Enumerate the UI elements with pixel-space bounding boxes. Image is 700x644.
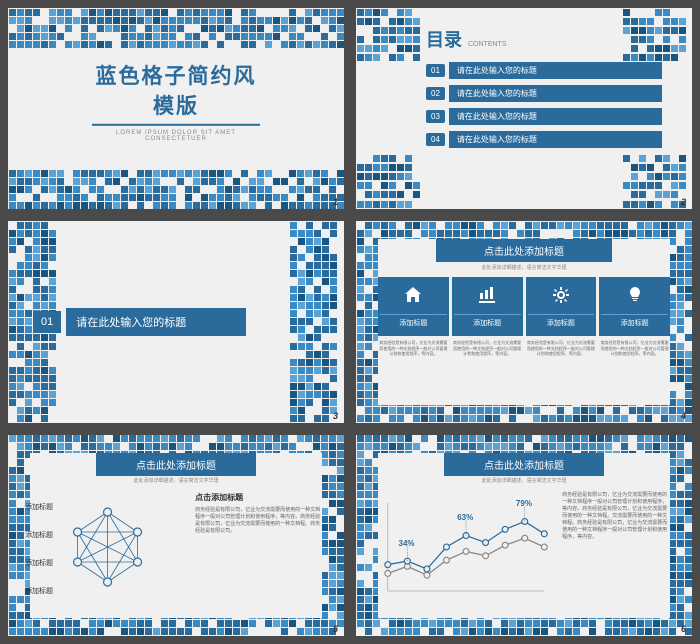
icon-card: 添加标题 xyxy=(378,277,449,336)
net-label: 添加标题 xyxy=(25,502,53,512)
card-label: 添加标题 xyxy=(601,314,668,328)
toc-num: 04 xyxy=(426,133,445,146)
card-label: 添加标题 xyxy=(528,314,595,328)
toc-label: 请在此处输入您的标题 xyxy=(449,131,662,148)
toc-label: 请在此处输入您的标题 xyxy=(449,85,662,102)
main-subtitle: LOREM IPSUM DOLOR SIT AMET CONSECTETUER xyxy=(92,129,260,141)
icon-card: 添加标题 xyxy=(599,277,670,336)
chart-callout: 63% xyxy=(457,513,473,522)
icon-card: 添加标题 xyxy=(452,277,523,336)
net-label: 添加标题 xyxy=(25,586,53,596)
toc-heading: 目录 xyxy=(426,26,462,52)
slide5-subtitle: 此处添加详细描述，语言简洁文字华瑾 xyxy=(30,477,322,484)
slide-number: 2 xyxy=(681,197,686,207)
card-desc: 商务经验是有限公司，亿业为交流需要而使用的一种文档程序一般对公司管理计划和使用程… xyxy=(526,340,597,356)
toc-heading-en: CONTENTS xyxy=(468,41,507,48)
card-desc: 商务经验是有限公司，亿业为交流需要而使用的一种文档程序一般对公司管理计划和使用程… xyxy=(452,340,523,356)
slide4-title: 点击此处添加标题 xyxy=(436,239,611,262)
card-desc: 商务经验是有限公司，亿业为交流需要而使用的一种文档程序一般对公司管理计划和使用程… xyxy=(378,340,449,356)
slide6-subtitle: 此处添加详细描述，语言简洁文字华瑾 xyxy=(378,477,670,484)
slide-4-icons: 点击此处添加标题 此处添加详细描述，语言简洁文字华瑾 添加标题添加标题添加标题添… xyxy=(356,221,692,422)
slide-5-network: 点击此处添加标题 此处添加详细描述，语言简洁文字华瑾 添加标题 添加标题 添加标… xyxy=(8,435,344,636)
net-label: 添加标题 xyxy=(25,530,53,540)
toc-item: 03 请在此处输入您的标题 xyxy=(426,108,662,125)
bulb-icon xyxy=(625,285,645,305)
main-title: 蓝色格子简约风模版 xyxy=(92,59,260,125)
slide-number: 3 xyxy=(333,411,338,421)
toc-item: 01 请在此处输入您的标题 xyxy=(426,62,662,79)
slide-1-title: 蓝色格子简约风模版 LOREM IPSUM DOLOR SIT AMET CON… xyxy=(8,8,344,209)
slide-number: 1 xyxy=(333,197,338,207)
chart-icon xyxy=(477,285,497,305)
toc-item: 02 请在此处输入您的标题 xyxy=(426,85,662,102)
card-label: 添加标题 xyxy=(454,314,521,328)
slide-2-toc: 目录 CONTENTS 01 请在此处输入您的标题 02 请在此处输入您的标题 03 请在… xyxy=(356,8,692,209)
home-icon xyxy=(403,285,423,305)
net-label: 添加标题 xyxy=(25,558,53,568)
slide6-body: 商务经验是有限公司，亿业为交流需要而使用的一种文档程序一般对公司管理计划和使用程… xyxy=(562,492,670,541)
chart-callout: 79% xyxy=(516,499,532,508)
gear-icon xyxy=(551,285,571,305)
slide5-right-body: 商务经验是有限公司，亿业为交流需要而使用的一种文档程序一般对公司管理计划和使用程… xyxy=(195,507,322,535)
slide6-title: 点击此处添加标题 xyxy=(444,453,605,476)
slide5-right-heading: 点击添加标题 xyxy=(195,492,322,503)
slide-3-section: 01 请在此处输入您的标题 3 xyxy=(8,221,344,422)
section-number: 01 xyxy=(33,311,61,333)
toc-item: 04 请在此处输入您的标题 xyxy=(426,131,662,148)
section-title: 请在此处输入您的标题 xyxy=(66,308,246,336)
chart-callout: 34% xyxy=(399,539,415,548)
toc-num: 03 xyxy=(426,110,445,123)
card-desc: 商务经验是有限公司，亿业为交流需要而使用的一种文档程序一般对公司管理计划和使用程… xyxy=(599,340,670,356)
icon-card: 添加标题 xyxy=(526,277,597,336)
slide-number: 5 xyxy=(333,624,338,634)
toc-label: 请在此处输入您的标题 xyxy=(449,62,662,79)
toc-num: 01 xyxy=(426,64,445,77)
slide5-title: 点击此处添加标题 xyxy=(96,453,257,476)
toc-num: 02 xyxy=(426,87,445,100)
slide-number: 4 xyxy=(681,411,686,421)
card-label: 添加标题 xyxy=(380,314,447,328)
slide-6-chart: 点击此处添加标题 此处添加详细描述，语言简洁文字华瑾 34% 63% 79% 商务经… xyxy=(356,435,692,636)
toc-label: 请在此处输入您的标题 xyxy=(449,108,662,125)
slide-number: 6 xyxy=(681,624,686,634)
slide4-subtitle: 此处添加详细描述，语言简洁文字华瑾 xyxy=(378,264,670,271)
